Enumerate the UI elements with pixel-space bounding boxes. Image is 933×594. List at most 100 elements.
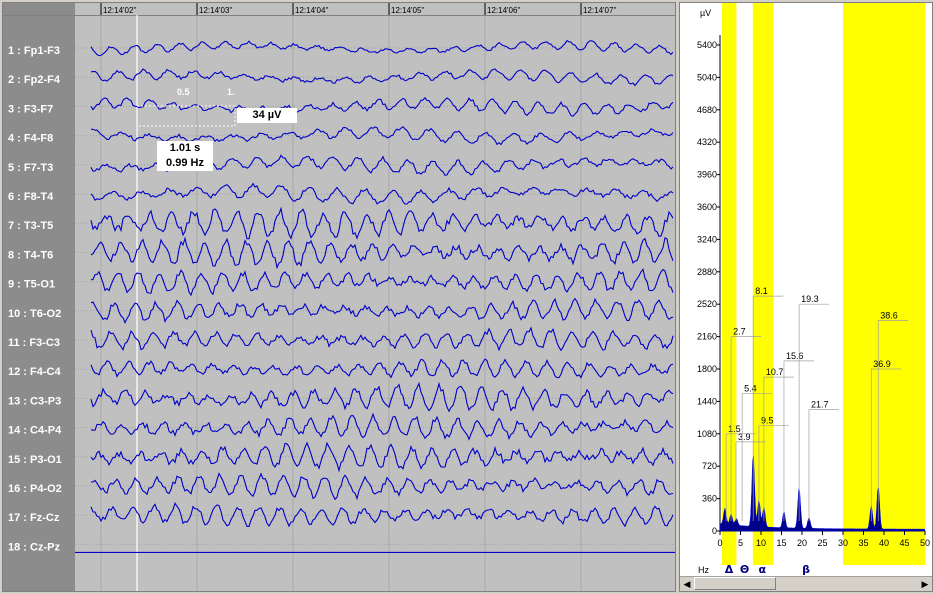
- eeg-trace: [90, 441, 674, 473]
- channel-label-column: [3, 3, 75, 591]
- y-tick-label: 1080: [697, 429, 717, 439]
- y-tick-label: 4320: [697, 137, 717, 147]
- peak-label: 19.3: [801, 294, 819, 304]
- time-label: 12:14'03'': [199, 6, 233, 15]
- eeg-trace: [90, 268, 674, 297]
- eeg-trace: [90, 472, 674, 501]
- peak-label: 3.9: [738, 432, 751, 442]
- channel-label: 14 : C4-P4: [8, 425, 62, 437]
- y-tick-label: 3600: [697, 202, 717, 212]
- channel-label: 1 : Fp1-F3: [8, 45, 60, 57]
- channel-label: 17 : Fz-Cz: [8, 512, 60, 524]
- frequency-label: 0.99 Hz: [166, 157, 204, 169]
- eeg-trace: [90, 236, 674, 270]
- time-label: 12:14'06'': [487, 6, 521, 15]
- peak-label: 2.7: [733, 327, 746, 337]
- y-axis-area: [680, 3, 720, 577]
- peak-label: 10.7: [766, 367, 784, 377]
- channel-label: 10 : T6-O2: [8, 308, 61, 320]
- y-tick-label: 720: [702, 461, 717, 471]
- x-tick-label: 50: [920, 538, 930, 548]
- x-tick-label: 5: [738, 538, 743, 548]
- scroll-left-icon[interactable]: ◀: [683, 579, 691, 589]
- y-tick-label: 0: [712, 526, 717, 536]
- spectrum-scrollbar[interactable]: ◀ ▶: [680, 576, 932, 591]
- eeg-trace: [90, 326, 674, 352]
- y-tick-label: 1440: [697, 396, 717, 406]
- measure-tick-one: 1.: [227, 87, 235, 97]
- x-tick-label: 30: [838, 538, 848, 548]
- y-unit-label: µV: [700, 8, 711, 18]
- spectrum-panel: µV 5400 5040 4680 4320 3960 3600 3240 2880 2520 21…: [679, 2, 933, 592]
- y-tick-label: 2880: [697, 267, 717, 277]
- band-label: Δ: [725, 563, 734, 576]
- peak-label: 5.4: [744, 383, 757, 393]
- eeg-trace: [90, 412, 674, 441]
- scroll-right-icon[interactable]: ▶: [921, 579, 929, 589]
- spectrum-chart: µV54005040468043203960360032402880252021…: [680, 3, 930, 577]
- channel-label: 8 : T4-T6: [8, 249, 53, 261]
- y-tick-label: 2160: [697, 332, 717, 342]
- y-tick-label: 1800: [697, 364, 717, 374]
- channel-label: 11 : F3-C3: [8, 337, 60, 349]
- eeg-trace: [90, 96, 674, 117]
- y-tick-label: 2520: [697, 299, 717, 309]
- y-tick-label: 4680: [697, 105, 717, 115]
- channel-label: 13 : C3-P3: [8, 395, 61, 407]
- peak-label: 1.5: [728, 424, 741, 434]
- frequency-band: [722, 3, 737, 565]
- channel-label: 12 : F4-C4: [8, 366, 61, 378]
- eeg-trace: [90, 297, 674, 324]
- peak-label: 8.1: [755, 286, 768, 296]
- eeg-trace: [90, 182, 674, 205]
- time-label: 12:14'04'': [295, 6, 329, 15]
- peak-label: 15.6: [786, 351, 804, 361]
- channel-label: 18 : Cz-Pz: [8, 541, 60, 553]
- channel-label: 5 : F7-T3: [8, 162, 53, 174]
- x-tick-label: 25: [817, 538, 827, 548]
- band-label: α: [758, 563, 766, 576]
- x-tick-label: 35: [858, 538, 868, 548]
- measure-rectangle: [136, 105, 236, 127]
- y-tick-label: 3960: [697, 170, 717, 180]
- y-tick-label: 5400: [697, 40, 717, 50]
- time-measure-box: 1.01 s 0.99 Hz: [157, 141, 213, 171]
- channel-label: 9 : T5-O1: [8, 279, 55, 291]
- x-tick-label: 10: [756, 538, 766, 548]
- eeg-trace: [90, 206, 674, 240]
- channel-label: 7 : T3-T5: [8, 220, 53, 232]
- channel-label: 3 : F3-F7: [8, 103, 53, 115]
- peak-label: 38.6: [880, 310, 898, 320]
- x-unit-label: Hz: [698, 565, 709, 575]
- peak-label: 9.5: [761, 416, 774, 426]
- eeg-trace: [90, 39, 674, 57]
- y-tick-label: 360: [702, 494, 717, 504]
- time-label: 12:14'05'': [391, 6, 425, 15]
- y-tick-label: 5040: [697, 72, 717, 82]
- peak-label: 36.9: [873, 359, 891, 369]
- scroll-thumb[interactable]: [694, 577, 776, 590]
- band-label: Θ: [740, 563, 749, 576]
- x-tick-label: 45: [899, 538, 909, 548]
- eeg-trace-panel[interactable]: 12:14'02'' 12:14'03'' 12:14'04'' 12:14'05''…: [2, 2, 676, 592]
- band-label: β: [802, 563, 810, 576]
- frequency-band: [752, 3, 774, 565]
- channel-label: 15 : P3-O1: [8, 454, 62, 466]
- x-tick-label: 15: [776, 538, 786, 548]
- channel-label: 6 : F8-T4: [8, 191, 54, 203]
- trace-background: [75, 3, 675, 591]
- channel-label: 4 : F4-F8: [8, 133, 53, 145]
- x-tick-label: 0: [717, 538, 722, 548]
- x-tick-label: 40: [879, 538, 889, 548]
- amplitude-measure-label: 34 µV: [237, 108, 297, 123]
- channel-label: 2 : Fp2-F4: [8, 74, 61, 86]
- frequency-band: [843, 3, 925, 565]
- eeg-trace: [90, 358, 674, 379]
- eeg-traces: 12:14'02'' 12:14'03'' 12:14'04'' 12:14'05''…: [3, 3, 675, 591]
- channel-label: 16 : P4-O2: [8, 483, 62, 495]
- peak-label: 21.7: [811, 400, 829, 410]
- spectrum-fill: [719, 456, 926, 532]
- eeg-trace: [90, 502, 674, 528]
- duration-label: 1.01 s: [169, 142, 201, 154]
- x-tick-label: 20: [797, 538, 807, 548]
